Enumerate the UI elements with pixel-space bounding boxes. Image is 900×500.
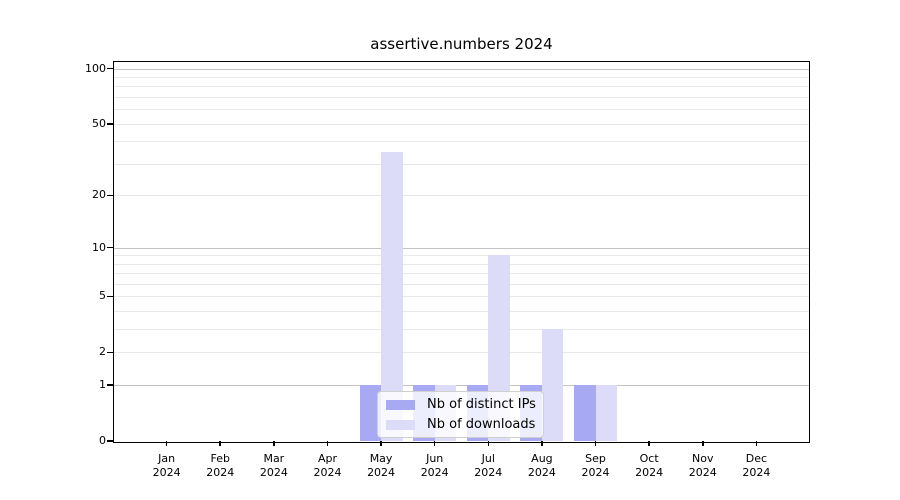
year-label: 2024 [581,465,610,479]
year-label: 2024 [527,465,556,479]
x-axis-tick [165,441,168,446]
legend: Nb of distinct IPs Nb of downloads [377,391,544,438]
year-label: 2024 [152,465,181,479]
legend-label-downloads: Nb of downloads [427,417,536,432]
minor-gridline [113,123,810,125]
x-axis-tick-label: Jul 2024 [461,452,515,479]
plot-frame [113,61,810,443]
bar-nb-of-distinct-ips-may [359,385,382,441]
x-axis-tick-label: Oct 2024 [622,452,676,479]
month-label: Jan [158,452,176,465]
x-axis-tick-label: Jan 2024 [140,452,194,479]
x-axis-tick-label: Jun 2024 [408,452,462,479]
month-label: Feb [210,452,230,465]
minor-gridline [113,97,810,99]
major-gridline [113,247,810,249]
x-axis-tick-label: Mar 2024 [247,452,301,479]
y-axis-tick [107,440,113,442]
x-axis-tick [219,441,221,446]
month-label: Mar [263,452,285,465]
bar-nb-of-distinct-ips-sep [574,385,596,441]
y-axis-tick-label: 5 [99,289,106,303]
y-axis-tick [107,351,113,354]
month-label: Dec [745,452,768,465]
year-label: 2024 [688,465,717,479]
y-axis-tick-label: 50 [92,116,106,130]
x-axis-tick-label: Aug 2024 [515,452,569,479]
x-axis-tick [594,441,597,446]
y-axis-tick-label: 1 [99,378,106,392]
x-axis-tick-label: Dec 2024 [729,452,783,479]
y-axis-tick [107,295,113,298]
minor-gridline [113,329,810,331]
minor-gridline [113,283,810,285]
minor-gridline [113,77,810,79]
bar-nb-of-downloads-sep [595,385,617,441]
x-axis-tick [273,441,275,446]
minor-gridline [113,195,810,197]
y-axis-tick [107,194,113,197]
bar-nb-of-downloads-aug [541,329,564,441]
x-axis-tick-label: Feb 2024 [193,452,247,479]
chart-title: assertive.numbers 2024 [370,35,553,53]
x-axis-tick-label: Nov 2024 [676,452,730,479]
month-label: Oct [639,452,659,465]
year-label: 2024 [474,465,503,479]
x-axis-tick [326,441,329,446]
legend-swatch-downloads [386,419,415,430]
x-axis-tick [702,441,704,446]
minor-gridline [113,255,810,257]
y-axis-tick [107,384,113,386]
x-axis-tick [487,441,490,446]
minor-gridline [113,352,810,354]
y-axis-tick-label: 0 [99,434,106,447]
x-axis-tick [433,441,436,446]
y-axis-tick [107,123,113,125]
year-label: 2024 [206,465,235,479]
x-axis-tick [541,441,543,446]
minor-gridline [113,296,810,298]
minor-gridline [113,109,810,111]
x-axis-tick [755,441,758,446]
legend-label-distinct-ips: Nb of distinct IPs [427,397,536,412]
month-label: Jun [426,452,444,465]
bar-nb-of-downloads-may [381,151,403,441]
y-axis-tick-label: 2 [99,345,106,359]
minor-gridline [113,311,810,313]
month-label: Nov [692,452,714,465]
y-axis-tick-label: 10 [92,240,106,254]
y-axis-tick [107,246,113,249]
month-label: Sep [585,452,606,465]
x-axis-tick-label: Sep 2024 [569,452,623,479]
major-gridline [113,68,810,70]
year-label: 2024 [313,465,342,479]
year-label: 2024 [742,465,771,479]
x-axis-tick [380,441,382,446]
y-axis-tick-label: 20 [92,188,106,202]
x-axis-tick-label: Apr 2024 [300,452,354,479]
y-axis-tick-label: 100 [85,61,106,75]
month-label: Aug [531,452,553,465]
legend-item-downloads: Nb of downloads [386,417,543,432]
minor-gridline [113,263,810,265]
minor-gridline [113,86,810,88]
month-label: May [369,452,393,465]
minor-gridline [113,163,810,165]
legend-item-distinct-ips: Nb of distinct IPs [386,397,543,412]
year-label: 2024 [367,465,396,479]
month-label: Apr [317,452,337,465]
minor-gridline [113,141,810,143]
x-axis-tick-label: May 2024 [354,452,408,479]
x-axis-tick [648,441,650,446]
major-gridline [113,385,810,387]
month-label: Jul [481,452,495,465]
y-axis-tick [107,67,113,70]
legend-swatch-distinct-ips [386,399,415,410]
minor-gridline [113,273,810,275]
year-label: 2024 [635,465,664,479]
year-label: 2024 [259,465,288,479]
year-label: 2024 [420,465,449,479]
